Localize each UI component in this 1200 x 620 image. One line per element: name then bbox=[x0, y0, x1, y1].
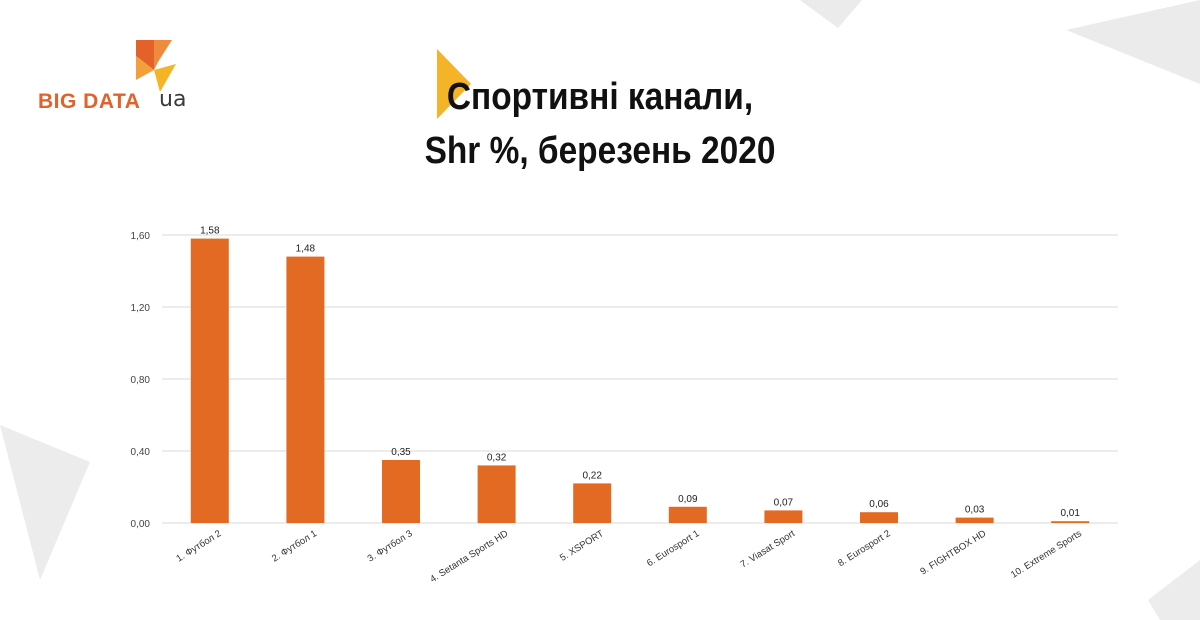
bar bbox=[286, 256, 325, 523]
x-tick-label: 9. FIGHTBOX HD bbox=[918, 528, 988, 577]
data-label: 0,03 bbox=[965, 505, 985, 516]
y-tick-label: 1,20 bbox=[131, 303, 151, 314]
data-label: 0,22 bbox=[582, 470, 602, 481]
data-label: 1,48 bbox=[296, 244, 316, 255]
bar bbox=[477, 465, 516, 523]
data-label: 0,01 bbox=[1060, 508, 1080, 519]
y-tick-label: 1,60 bbox=[131, 231, 151, 242]
y-tick-label: 0,80 bbox=[131, 375, 151, 386]
x-tick-label: 1. Футбол 2 bbox=[174, 528, 223, 564]
x-tick-label: 4. Setanta Sports HD bbox=[428, 528, 510, 585]
decor-triangle-bottom-right bbox=[1148, 560, 1200, 620]
chart-title-line-2: Shr %, березень 2020 bbox=[424, 130, 776, 172]
bar bbox=[764, 510, 803, 523]
x-tick-label: 6. Eurosport 1 bbox=[645, 528, 701, 569]
bar bbox=[382, 460, 420, 523]
x-tick-label: 3. Футбол 3 bbox=[366, 528, 415, 564]
bar bbox=[190, 238, 229, 523]
bar bbox=[860, 512, 898, 523]
y-tick-label: 0,40 bbox=[131, 447, 151, 458]
title-arrow-icon bbox=[437, 49, 471, 119]
bar bbox=[1051, 521, 1090, 523]
x-tick-label: 7. Viasat Sport bbox=[738, 528, 797, 570]
data-label: 1,58 bbox=[200, 226, 220, 237]
decor-triangle-top bbox=[800, 0, 862, 28]
y-tick-label: 0,00 bbox=[131, 519, 151, 530]
brand-logo: BIG DATA ua bbox=[38, 40, 198, 115]
logo-text: BIG DATA bbox=[38, 90, 141, 113]
chart-title: Спортивні канали, Shr %, березень 2020 bbox=[72, 70, 1128, 178]
data-label: 0,06 bbox=[869, 499, 889, 510]
x-tick-label: 8. Eurosport 2 bbox=[836, 528, 892, 569]
decor-triangle-top-right bbox=[1066, 0, 1200, 84]
decor-triangle-left bbox=[0, 425, 90, 580]
logo-suffix: ua bbox=[159, 87, 187, 112]
data-label: 0,09 bbox=[678, 494, 698, 505]
data-label: 0,35 bbox=[391, 447, 411, 458]
bar bbox=[573, 483, 612, 523]
bar bbox=[668, 506, 707, 523]
bar bbox=[955, 517, 994, 523]
chart-title-line-1: Спортивні канали, bbox=[446, 76, 754, 118]
logo-mark-icon bbox=[136, 40, 176, 92]
x-tick-label: 2. Футбол 1 bbox=[270, 528, 319, 564]
data-label: 0,32 bbox=[487, 452, 507, 463]
x-tick-label: 10. Extreme Sports bbox=[1009, 528, 1084, 581]
data-label: 0,07 bbox=[774, 497, 794, 508]
x-tick-label: 5. XSPORT bbox=[558, 528, 606, 564]
